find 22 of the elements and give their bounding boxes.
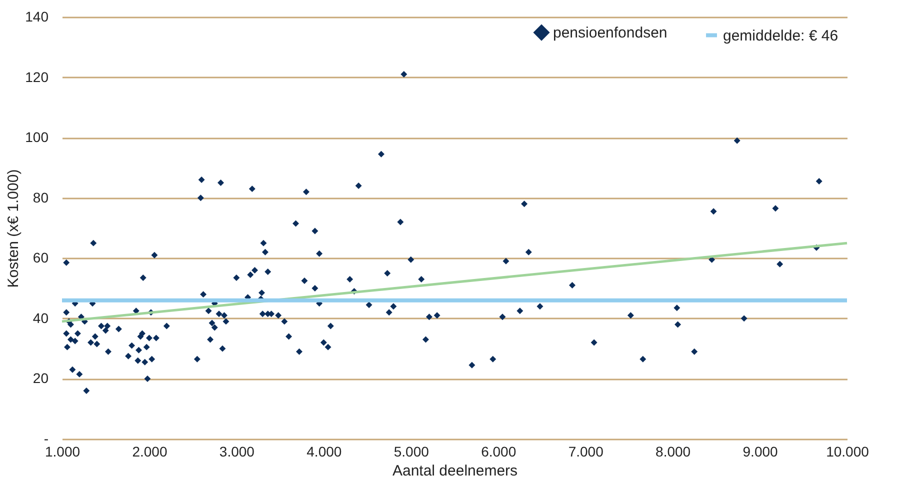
x-tick-label: 7.000 [568,444,604,460]
x-tick-label: 6.000 [481,444,516,460]
y-axis-title: Kosten (x€ 1.000) [5,169,22,288]
x-tick-label: 2.000 [132,444,168,460]
y-tick-label: 120 [25,68,49,85]
x-tick-label: 8.000 [656,444,691,460]
x-tick-label: 3.000 [219,444,255,460]
legend-label: pensioenfondsen [553,24,668,42]
x-tick-label: 5.000 [394,444,430,460]
y-tick-label: 140 [25,8,49,24]
x-tick-label: 10.000 [826,444,870,460]
y-tick-label: 20 [32,370,49,386]
x-tick-label: 4.000 [306,444,342,460]
y-tick-label: 60 [32,250,49,266]
x-tick-label: 9.000 [742,444,778,460]
x-axis-title: Aantal deelnemers [392,462,518,480]
y-tick-label: 100 [25,129,49,146]
y-tick-label: 40 [32,310,49,326]
y-tick-label: 80 [32,189,49,206]
legend-label: gemiddelde: € 46 [723,27,838,44]
y-tick-label: - [44,430,49,446]
x-tick-label: 1.000 [44,444,80,460]
